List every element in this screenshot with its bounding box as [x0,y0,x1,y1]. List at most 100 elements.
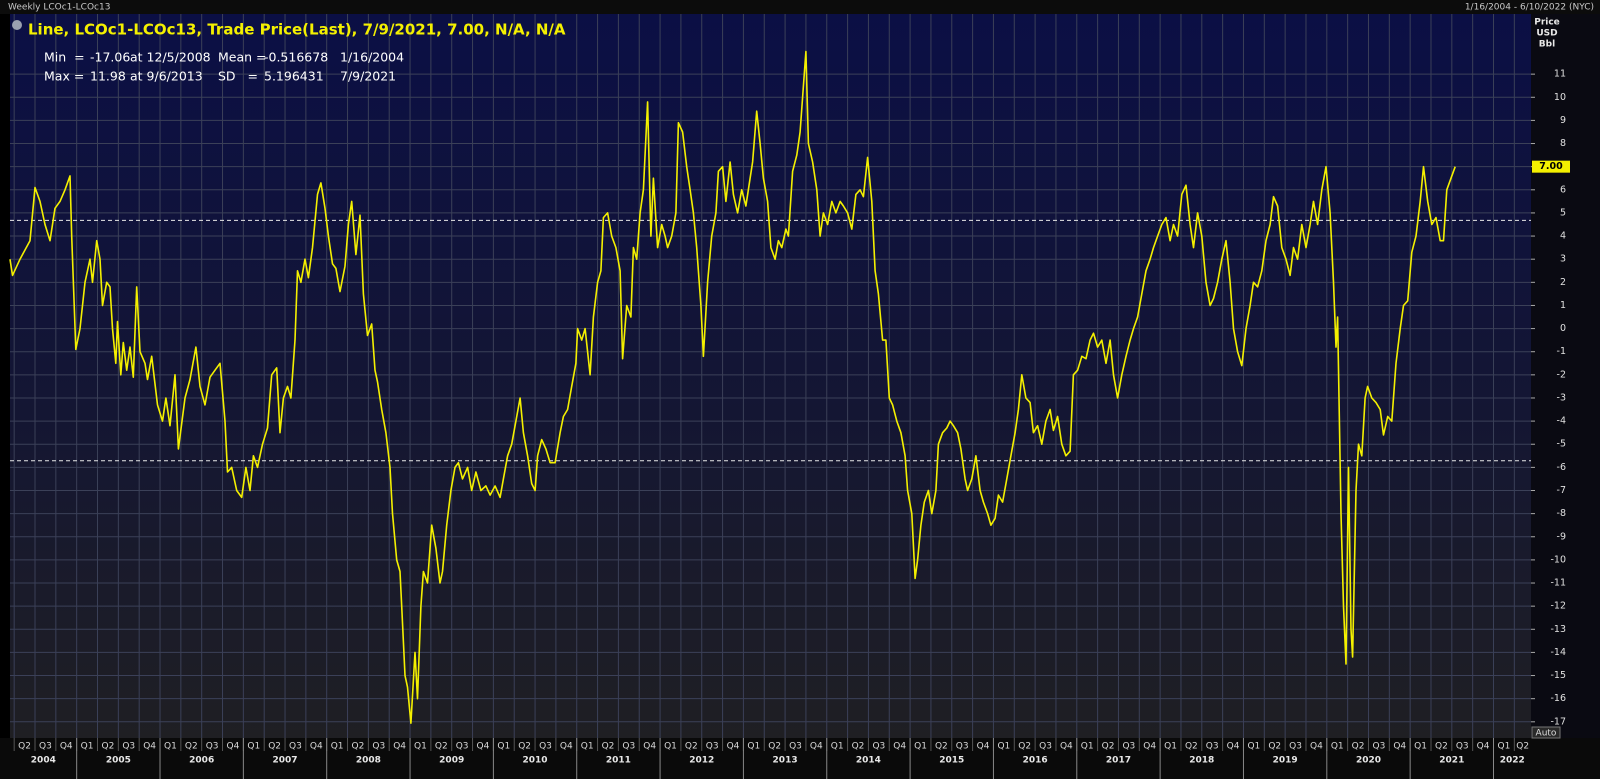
plot-area [10,14,1531,738]
x-tick-label: Q4 [810,742,823,752]
y-tick-label: -1 [1557,346,1566,357]
y-tick-label: -6 [1557,462,1566,473]
x-tick-label: Q4 [393,742,406,752]
year-label: 2007 [272,756,297,766]
x-tick-label: Q1 [1331,742,1344,752]
y-tick-label: -3 [1557,392,1566,403]
y-tick-label: -2 [1557,369,1566,380]
y-tick-label: -15 [1550,670,1566,681]
x-tick-label: Q1 [914,742,927,752]
x-tick-label: Q2 [602,742,615,752]
x-tick-label: Q2 [435,742,448,752]
window-title: Weekly LCOc1-LCOc13 [8,3,110,13]
year-label: 2011 [606,756,631,766]
settings-icon[interactable] [12,20,22,30]
stat-value: 11.98 [90,69,126,84]
price-marker-label: 7.00 [1539,161,1563,172]
stat-date: at 12/5/2008 [130,50,211,65]
x-tick-label: Q1 [81,742,94,752]
x-tick-label: Q4 [310,742,323,752]
x-tick-label: Q1 [1164,742,1177,752]
x-tick-label: Q2 [1018,742,1031,752]
year-label: 2022 [1500,756,1525,766]
x-tick-label: Q4 [60,742,73,752]
x-tick-label: Q3 [206,742,219,752]
series [9,50,1456,724]
year-label: 2020 [1356,756,1381,766]
x-tick-label: Q4 [1143,742,1156,752]
x-tick-label: Q4 [977,742,990,752]
stat-name: Mean = [218,50,267,65]
axes: -17-16-15-14-13-12-11-10-9-8-7-6-5-4-3-2… [13,18,1570,779]
x-tick-label: Q3 [622,742,635,752]
auto-button-label[interactable]: Auto [1536,729,1557,739]
statistics: Min = -17.06 at 12/5/2008 Max = 11.98 at 9/6/… [44,50,404,84]
x-tick-label: Q3 [872,742,885,752]
y-axis-label: Bbl [1539,40,1555,50]
y-tick-label: -5 [1557,439,1566,450]
y-tick-label: 10 [1554,92,1566,103]
y-axis-band [1531,14,1600,738]
year-label: 2006 [189,756,214,766]
y-tick-label: -10 [1550,554,1566,565]
date-range: 1/16/2004 - 6/10/2022 (NYC) [1465,3,1594,13]
x-tick-label: Q4 [727,742,740,752]
x-tick-label: Q3 [789,742,802,752]
x-tick-label: Q3 [1039,742,1052,752]
stat-name: SD = [218,69,258,84]
x-tick-label: Q1 [831,742,844,752]
x-tick-label: Q2 [1268,742,1281,752]
y-tick-label: 3 [1560,254,1566,265]
x-tick-label: Q1 [747,742,760,752]
auto-button[interactable] [1531,726,1561,739]
year-label: 2016 [1023,756,1048,766]
x-tick-label: Q3 [372,742,385,752]
y-tick-label: 1 [1560,300,1566,311]
x-tick-label: Q2 [935,742,948,752]
x-tick-label: Q3 [706,742,719,752]
year-label: 2014 [856,756,881,766]
year-label: 2013 [773,756,798,766]
y-tick-label: -11 [1550,578,1566,589]
x-tick-label: Q3 [456,742,469,752]
x-tick-label: Q1 [664,742,677,752]
x-tick-label: Q4 [1477,742,1490,752]
y-axis-label: USD [1536,29,1557,39]
y-tick-label: -7 [1557,485,1566,496]
stat-date: at 9/6/2013 [130,69,203,84]
x-tick-label: Q3 [1206,742,1219,752]
x-tick-label: Q2 [1102,742,1115,752]
x-tick-label: Q3 [289,742,302,752]
x-tick-label: Q3 [1372,742,1385,752]
x-tick-label: Q3 [39,742,52,752]
stat-date: 1/16/2004 [340,50,404,65]
x-tick-label: Q1 [414,742,427,752]
legend-entry: Line, LCOc1-LCOc13, Trade Price(Last), 7… [28,21,566,39]
year-label: 2021 [1439,756,1464,766]
x-tick-label: Q1 [1414,742,1427,752]
stat-name: Min = [44,50,85,65]
y-tick-label: 11 [1554,69,1566,80]
x-tick-label: Q3 [1122,742,1135,752]
stat-date: 7/9/2021 [340,69,396,84]
x-axis-band [0,738,1600,779]
year-label: 2009 [439,756,464,766]
x-tick-label: Q2 [102,742,115,752]
x-tick-label: Q4 [560,742,573,752]
x-tick-label: Q4 [143,742,156,752]
x-tick-label: Q2 [1185,742,1198,752]
x-tick-label: Q4 [1060,742,1073,752]
year-label: 2015 [939,756,964,766]
y-tick-label: 6 [1560,184,1566,195]
y-tick-label: -13 [1550,624,1566,635]
x-tick-label: Q2 [185,742,198,752]
x-tick-label: Q4 [643,742,656,752]
year-label: 2010 [523,756,548,766]
x-tick-label: Q1 [331,742,344,752]
y-tick-label: -9 [1557,531,1566,542]
x-tick-label: Q4 [1393,742,1406,752]
y-tick-label: -17 [1550,716,1566,727]
x-tick-label: Q2 [685,742,698,752]
year-label: 2005 [106,756,131,766]
